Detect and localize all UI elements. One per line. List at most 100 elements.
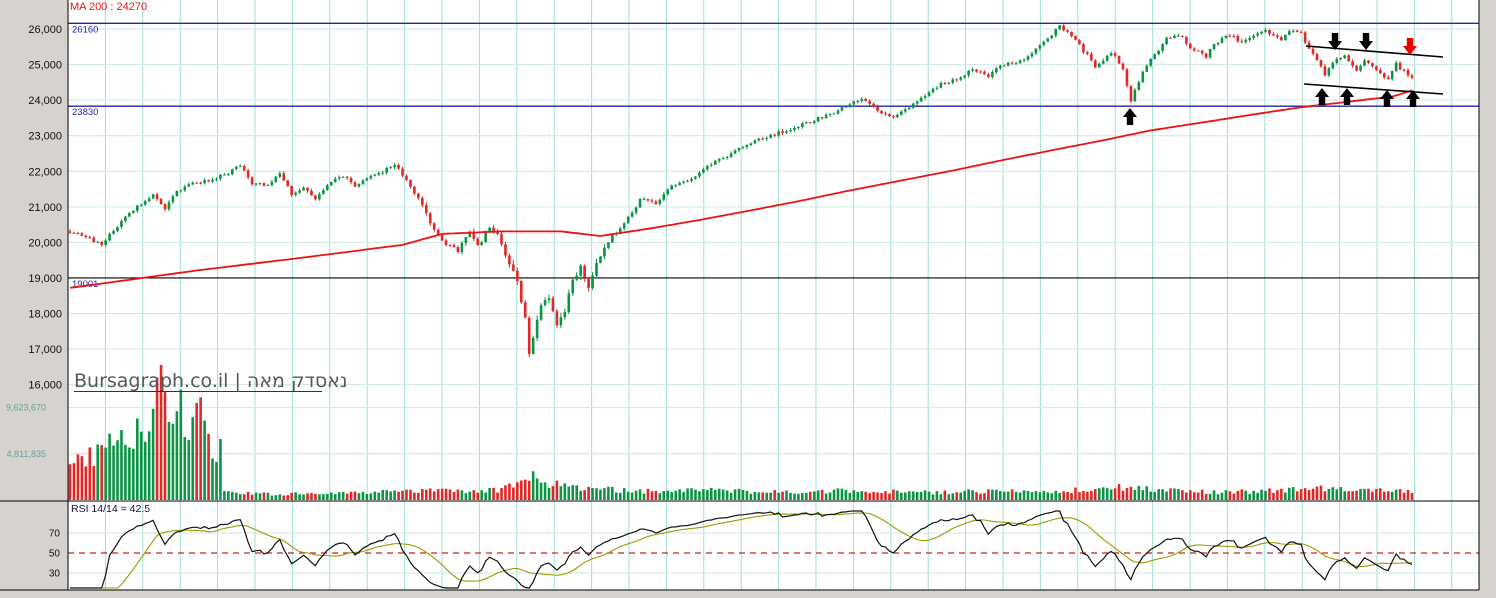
volume-bar (504, 485, 507, 500)
volume-bar (947, 494, 951, 500)
candle-body (539, 305, 543, 320)
volume-bar (1070, 493, 1073, 500)
volume-bar (286, 495, 290, 500)
volume-bar (262, 492, 266, 500)
candle-body (599, 256, 602, 263)
volume-bar (880, 492, 883, 500)
candle-body (737, 147, 741, 151)
up-arrow (1406, 90, 1420, 107)
candle-body (1165, 37, 1168, 45)
price-tick-label: 17,000 (28, 344, 62, 356)
candle-body (547, 298, 551, 301)
volume-bar (448, 489, 452, 500)
volume-bar (931, 494, 935, 500)
candle-body (349, 177, 353, 183)
candle-body (995, 68, 998, 73)
candle-body (872, 103, 875, 107)
volume-bar (472, 490, 476, 500)
candle-body (915, 101, 919, 104)
volume-bar (1315, 486, 1319, 500)
volume-bar (559, 486, 563, 500)
volume-bar (642, 493, 646, 500)
candle-body (1252, 35, 1255, 38)
candle-body (246, 170, 250, 178)
rsi-label: RSI 14/14 = 42.5 (71, 503, 150, 515)
candle-body (1204, 53, 1208, 58)
candle-body (480, 242, 484, 246)
candle-body (555, 311, 559, 326)
candle-body (84, 235, 88, 237)
volume-bar (1240, 489, 1244, 500)
candle-body (274, 176, 278, 182)
candle-body (476, 238, 480, 246)
volume-bar (694, 489, 697, 500)
volume-bar (1046, 492, 1050, 500)
candle-body (329, 182, 333, 186)
candle-body (848, 104, 852, 107)
candle-body (353, 182, 357, 187)
volume-bar (84, 466, 88, 500)
axes: 26,000 25,000 24,000 23,000 22,000 21,000 20,0… (0, 0, 1480, 591)
volume-bar (440, 488, 444, 500)
candle-body (72, 232, 76, 234)
candle-body (1236, 35, 1240, 42)
candle-body (1010, 62, 1014, 64)
candle-body (1026, 56, 1030, 60)
volume-bar (227, 491, 230, 500)
volume-bar (1058, 493, 1061, 500)
candle-body (745, 145, 749, 148)
volume-bar (294, 492, 297, 500)
candle-body (108, 233, 111, 241)
volume-bar (1264, 490, 1267, 500)
volume-bar (1232, 493, 1236, 500)
candle-body (1117, 55, 1121, 64)
candle-body (1268, 29, 1271, 35)
volume-bars (68, 364, 1414, 500)
candle-body (159, 199, 163, 205)
candle-body (1311, 48, 1315, 54)
volume-bar (725, 490, 729, 500)
volume-bar (322, 494, 325, 500)
candle-body (864, 98, 867, 101)
candle-body (421, 197, 424, 206)
volume-bar (223, 491, 226, 500)
candle-body (1402, 69, 1406, 71)
candle-body (935, 87, 939, 89)
volume-bar (428, 488, 432, 500)
volume-bar (1153, 491, 1156, 500)
candle-body (1129, 85, 1133, 102)
volume-bar (278, 494, 282, 500)
volume-bar (1276, 490, 1279, 500)
down-arrow (1328, 33, 1342, 50)
watermark: Bursagraph.co.il | נאסדק מאה (74, 370, 347, 392)
volume-bar (1129, 486, 1133, 500)
volume-bar (373, 491, 377, 500)
volume-bar (1141, 490, 1145, 500)
volume-bar (405, 489, 408, 500)
candle-body (100, 241, 103, 245)
candle-body (1375, 66, 1378, 71)
candle-body (1125, 69, 1129, 86)
volume-bar (769, 492, 772, 500)
candle-body (1113, 53, 1117, 56)
volume-bar (789, 492, 792, 500)
volume-bar (298, 494, 301, 500)
volume-bar (615, 492, 618, 500)
volume-bar (290, 492, 293, 500)
volume-bar (1280, 488, 1283, 500)
candle-body (919, 97, 923, 102)
candle-body (1145, 65, 1149, 72)
candle-body (983, 71, 986, 75)
candle-body (1002, 65, 1006, 67)
candle-body (777, 131, 780, 136)
candle-body (377, 172, 381, 175)
candle-body (595, 262, 598, 276)
candle-body (816, 117, 820, 122)
candle-body (729, 153, 733, 157)
candle-body (234, 166, 238, 170)
volume-bar (662, 491, 666, 500)
candle-body (828, 113, 832, 115)
candle-body (1022, 59, 1026, 61)
candle-body (460, 242, 464, 252)
